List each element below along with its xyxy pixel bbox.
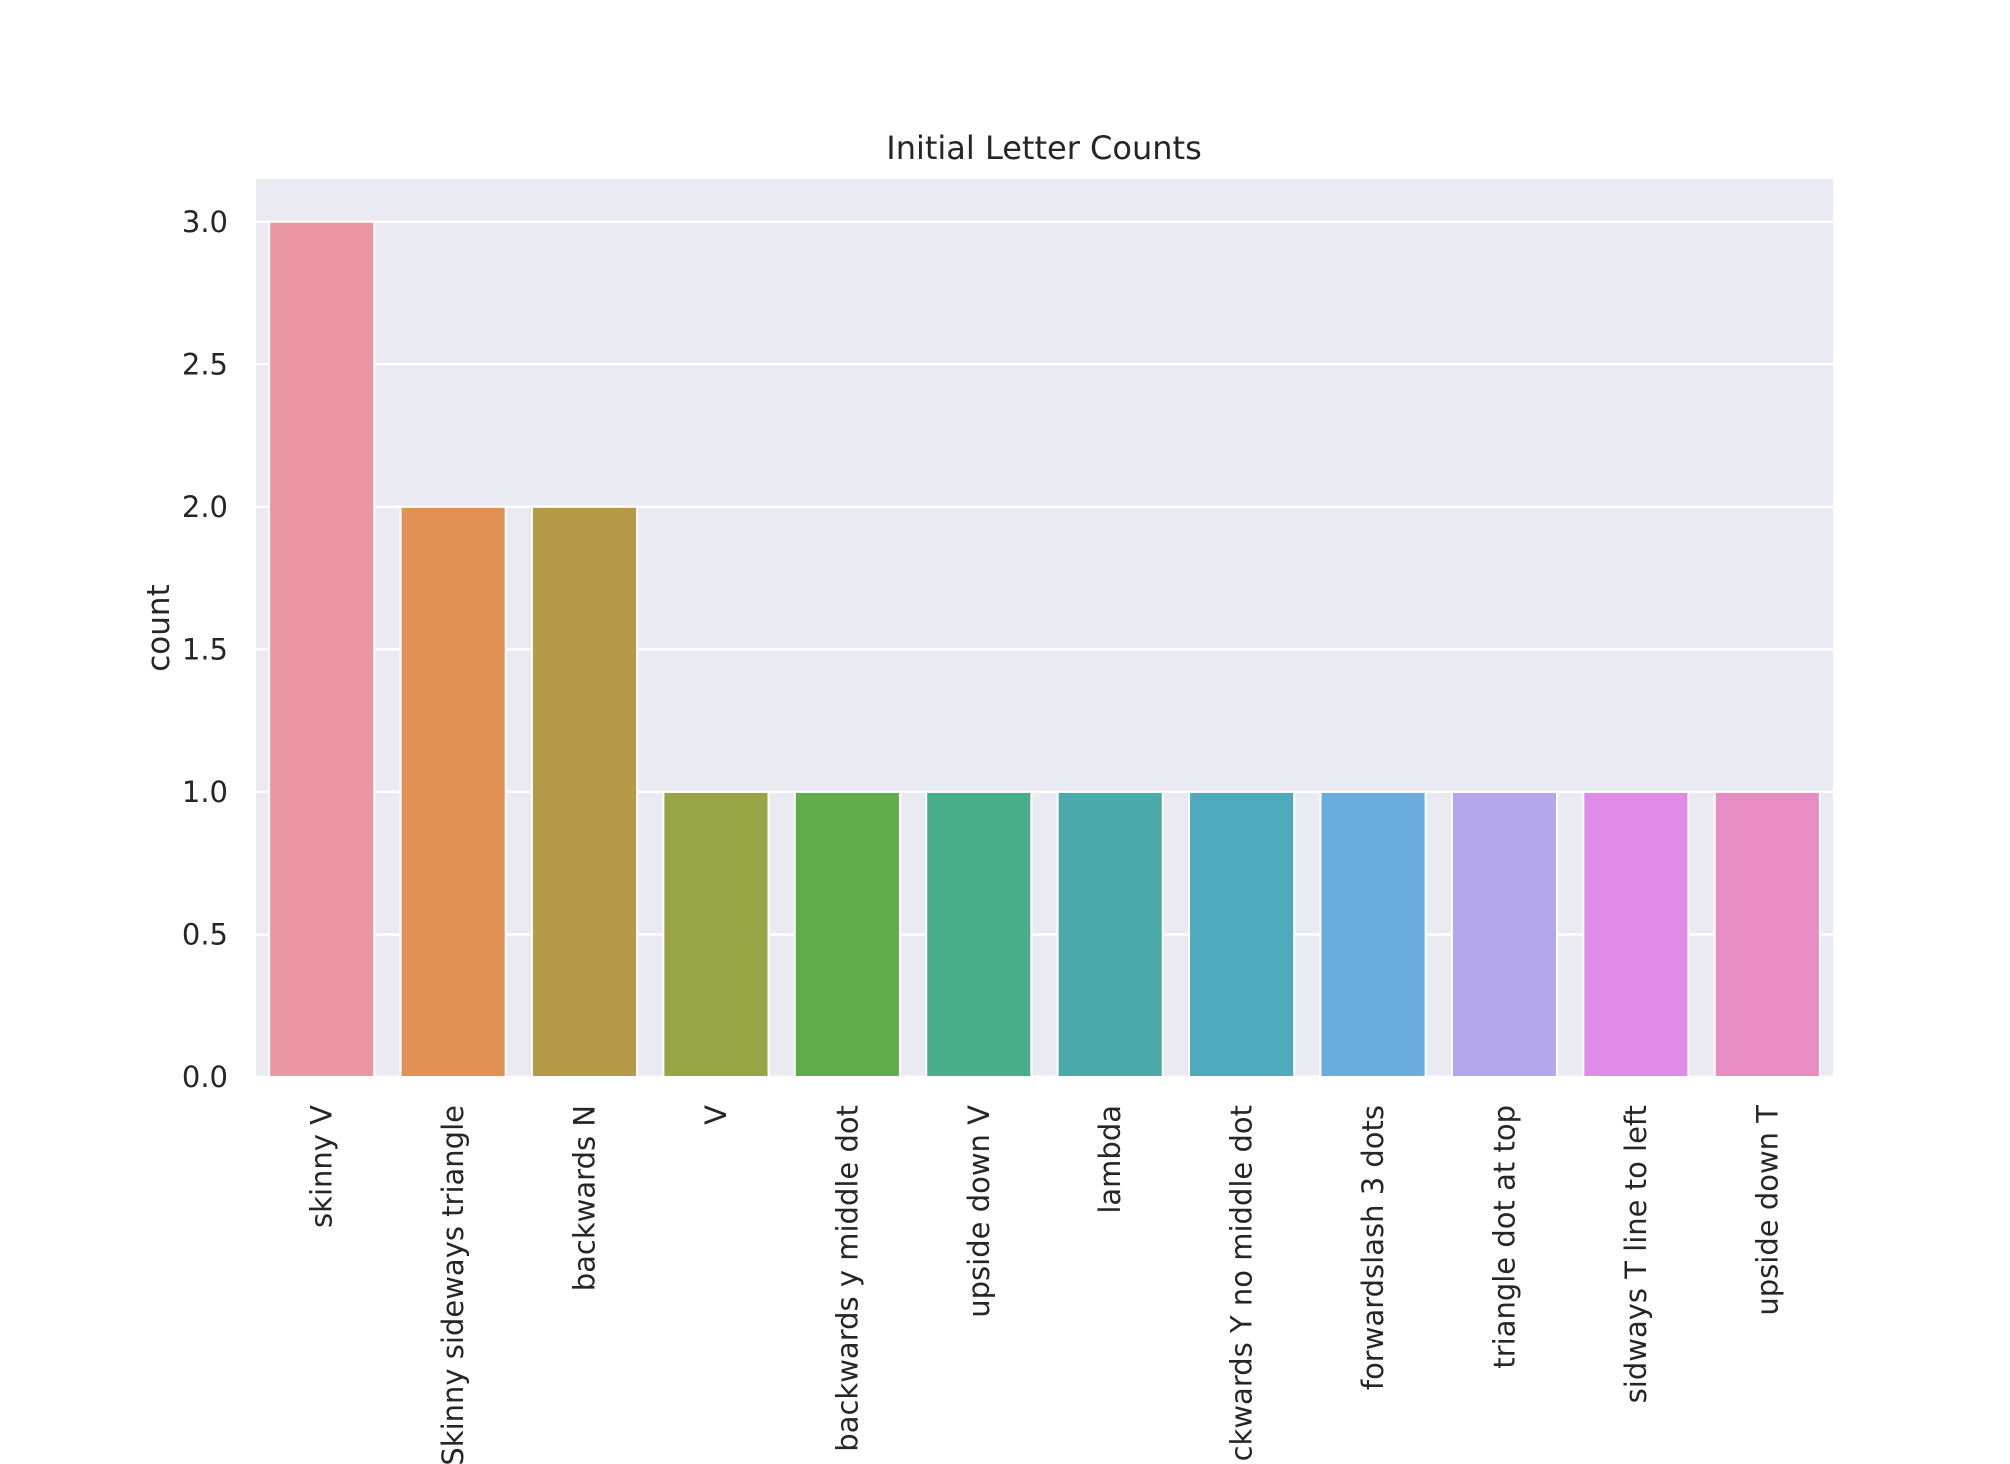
y-tick-labels: 0.0 0.5 1.0 1.5 2.0 2.5 3.0 bbox=[182, 205, 228, 1094]
y-tick-label: 1.5 bbox=[182, 632, 228, 666]
bar bbox=[1319, 790, 1427, 1079]
x-tick-label: V bbox=[699, 1105, 733, 1125]
y-tick-label: 3.0 bbox=[182, 205, 228, 239]
bar bbox=[1582, 790, 1690, 1079]
bar bbox=[1188, 790, 1296, 1079]
bar bbox=[1056, 790, 1164, 1079]
plot-area-background bbox=[256, 179, 1833, 1077]
y-tick-label: 0.5 bbox=[182, 917, 228, 951]
y-tick-label: 2.5 bbox=[182, 347, 228, 381]
bar bbox=[1713, 790, 1821, 1079]
y-tick-label: 2.0 bbox=[182, 490, 228, 524]
bar bbox=[925, 790, 1033, 1079]
x-tick-labels: skinny V Skinny sideways triangle backward… bbox=[305, 1105, 1785, 1464]
x-tick-label: upside down V bbox=[962, 1105, 996, 1318]
gridlines bbox=[256, 220, 1833, 1079]
bar bbox=[399, 505, 507, 1079]
y-tick-label: 0.0 bbox=[182, 1060, 228, 1094]
x-tick-label: backwards Y no middle dot bbox=[1225, 1105, 1259, 1464]
bar bbox=[268, 220, 376, 1078]
x-tick-label: sidways T line to left bbox=[1619, 1105, 1653, 1403]
bars bbox=[268, 220, 1821, 1079]
bar bbox=[1450, 790, 1559, 1079]
y-axis-label: count bbox=[141, 584, 177, 671]
x-tick-label: backwards N bbox=[568, 1105, 602, 1291]
x-tick-label: lambda bbox=[1093, 1105, 1127, 1214]
x-tick-label: triangle dot at top bbox=[1487, 1105, 1521, 1369]
bar bbox=[662, 790, 770, 1079]
chart-title: Initial Letter Counts bbox=[886, 129, 1201, 167]
bar bbox=[530, 505, 639, 1079]
x-tick-label: backwards y middle dot bbox=[830, 1105, 864, 1452]
x-tick-label: Skinny sideways triangle bbox=[436, 1105, 470, 1464]
bar bbox=[793, 790, 901, 1079]
x-tick-label: skinny V bbox=[305, 1105, 339, 1228]
x-tick-label: upside down T bbox=[1750, 1105, 1784, 1316]
x-tick-label: forwardslash 3 dots bbox=[1356, 1105, 1390, 1390]
y-tick-label: 1.0 bbox=[182, 775, 228, 809]
